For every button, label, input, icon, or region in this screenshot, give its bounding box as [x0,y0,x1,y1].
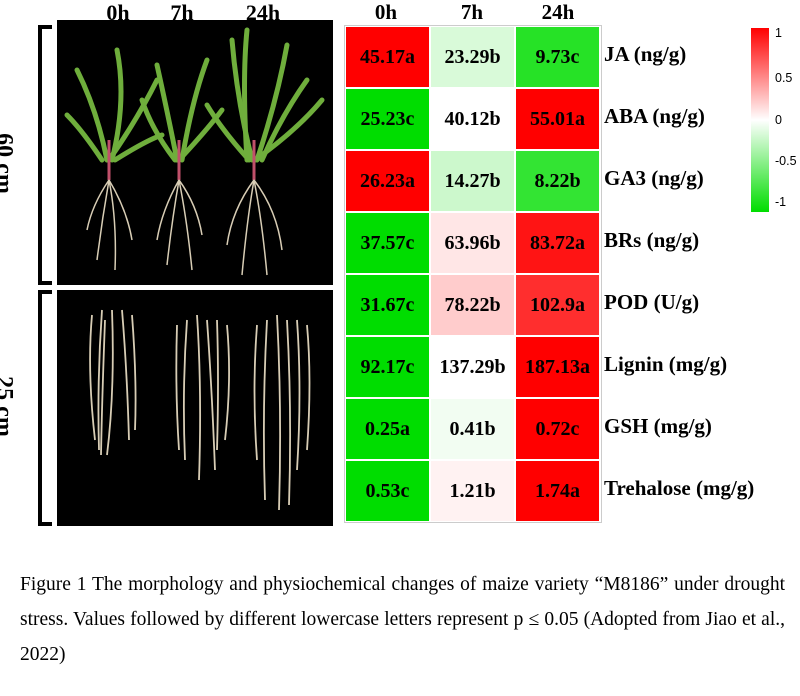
colorbar-tick-neg1: -1 [775,195,787,209]
heatmap-cell: 0.41b [430,398,515,460]
heatmap-cell: 0.53c [345,460,430,522]
heatmap-cell: 0.25a [345,398,430,460]
heatmap-row-label: Lignin (mg/g) [604,352,728,376]
colorbar-tick-0.5: 0.5 [775,71,793,85]
heatmap-col-header-24h: 24h [541,0,575,24]
colorbar [751,28,769,212]
heatmap-cell: 31.67c [345,274,430,336]
heatmap-col-header-0h: 0h [374,0,398,24]
heatmap-cell: 1.74a [515,460,600,522]
row-label-25cm: 25 cm [0,376,17,437]
heatmap-cell: 1.21b [430,460,515,522]
heatmap-cell: 0.72c [515,398,600,460]
heatmap-cell: 37.57c [345,212,430,274]
colorbar-tick-neg0.5: -0.5 [775,154,797,168]
heatmap-cell: 83.72a [515,212,600,274]
plant-illustration-25cm [89,309,311,511]
heatmap-cell: 40.12b [430,88,515,150]
heatmap-row-label: JA (ng/g) [604,42,687,66]
heatmap-cell: 63.96b [430,212,515,274]
heatmap-row-label: BRs (ng/g) [604,228,700,252]
heatmap-cell: 23.29b [430,26,515,88]
photo-header-0h: 0h [106,0,130,25]
plant-photo-25cm [57,290,333,526]
heatmap-cell: 8.22b [515,150,600,212]
heatmap-cell: 14.27b [430,150,515,212]
row-label-60cm: 60 cm [0,133,17,194]
heatmap-row-label: GA3 (ng/g) [604,166,704,190]
heatmap-cell: 45.17a [345,26,430,88]
heatmap-col-header-7h: 7h [460,0,484,24]
heatmap-cell: 92.17c [345,336,430,398]
heatmap-row-label: GSH (mg/g) [604,414,712,438]
heatmap-row-labels: JA (ng/g) ABA (ng/g) GA3 (ng/g) BRs (ng/g) P… [604,25,794,521]
heatmap-cell: 102.9a [515,274,600,336]
photo-header-7h: 7h [170,0,194,25]
plant-photo-60cm [57,20,333,285]
figure-caption: Figure 1 The morphology and physiochemic… [20,574,785,665]
bracket-25cm [38,290,52,526]
heatmap-row-label: ABA (ng/g) [604,104,705,128]
heatmap-cell: 78.22b [430,274,515,336]
heatmap-row-label: Trehalose (mg/g) [604,476,755,500]
heatmap-cell: 187.13a [515,336,600,398]
colorbar-tick-1: 1 [775,26,782,40]
heatmap-row-label: POD (U/g) [604,290,700,314]
bracket-60cm [38,25,52,285]
heatmap-cell: 55.01a [515,88,600,150]
heatmap-cell: 26.23a [345,150,430,212]
heatmap-cell: 137.29b [430,336,515,398]
plant-illustration-60cm [64,27,325,276]
colorbar-tick-0: 0 [775,113,782,127]
heatmap-cell: 25.23c [345,88,430,150]
heatmap-cell: 9.73c [515,26,600,88]
heatmap: 45.17a 23.29b 9.73c 25.23c 40.12b 55.01a 26.23… [344,25,602,523]
